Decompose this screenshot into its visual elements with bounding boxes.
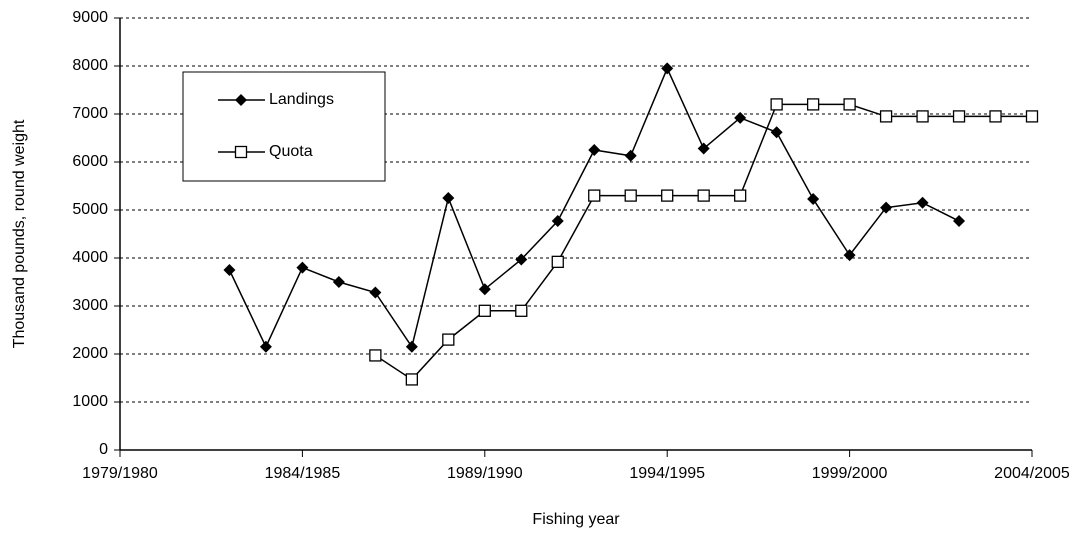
data-point (515, 253, 528, 266)
data-point (405, 340, 418, 353)
y-tick-label: 0 (99, 441, 108, 458)
data-point (697, 189, 710, 202)
data-point (442, 192, 455, 204)
data-point (259, 340, 272, 353)
data-point (1025, 110, 1039, 123)
y-tick-label: 4000 (72, 249, 108, 266)
data-point (806, 98, 820, 111)
data-point (551, 255, 564, 268)
legend-marker (234, 145, 248, 159)
y-tick-label: 3000 (72, 297, 108, 314)
data-point (807, 192, 820, 205)
data-point (770, 98, 783, 111)
data-point (734, 111, 747, 124)
data-point (624, 189, 637, 202)
data-point (332, 276, 345, 288)
data-point (661, 189, 674, 202)
data-point (405, 373, 418, 386)
x-tick-label: 1999/2000 (812, 465, 888, 482)
data-point (880, 201, 893, 214)
data-point (515, 304, 528, 317)
y-axis-title: Thousand pounds, round weight (11, 119, 28, 348)
data-point (952, 110, 966, 123)
y-tick-label: 5000 (72, 201, 108, 218)
x-tick-label: 1984/1985 (265, 465, 341, 482)
x-tick-label: 1989/1990 (447, 465, 523, 482)
y-tick-label: 9000 (72, 9, 108, 26)
data-point (624, 149, 637, 162)
x-tick-label: 1979/1980 (82, 465, 158, 482)
legend-box (182, 71, 386, 182)
data-point (770, 126, 783, 139)
x-axis-title: Fishing year (532, 511, 620, 528)
data-point (442, 333, 455, 346)
y-tick-label: 1000 (72, 393, 108, 410)
x-tick-label: 1994/1995 (629, 465, 705, 482)
data-point (588, 189, 601, 202)
data-point (916, 196, 929, 209)
data-point (916, 110, 929, 123)
data-point (588, 144, 601, 156)
data-point (734, 189, 747, 202)
data-point (953, 215, 966, 228)
data-point (223, 264, 236, 276)
y-tick-label: 8000 (72, 57, 108, 74)
x-tick-label: 2004/2005 (994, 465, 1070, 482)
data-point (989, 110, 1002, 123)
y-tick-label: 2000 (72, 345, 108, 362)
legend-marker (235, 94, 247, 106)
data-point (478, 283, 491, 296)
data-point (843, 249, 856, 262)
data-point (369, 286, 382, 299)
data-point (697, 142, 710, 155)
legend-label: Quota (269, 143, 313, 160)
y-tick-label: 6000 (72, 153, 108, 170)
data-point (478, 304, 491, 317)
data-point (296, 261, 309, 274)
data-point (843, 98, 856, 111)
data-point (369, 349, 382, 362)
data-point (879, 110, 893, 123)
data-point (661, 62, 674, 75)
legend-label: Landings (269, 91, 334, 108)
data-point (551, 215, 564, 228)
y-tick-label: 7000 (72, 105, 108, 122)
